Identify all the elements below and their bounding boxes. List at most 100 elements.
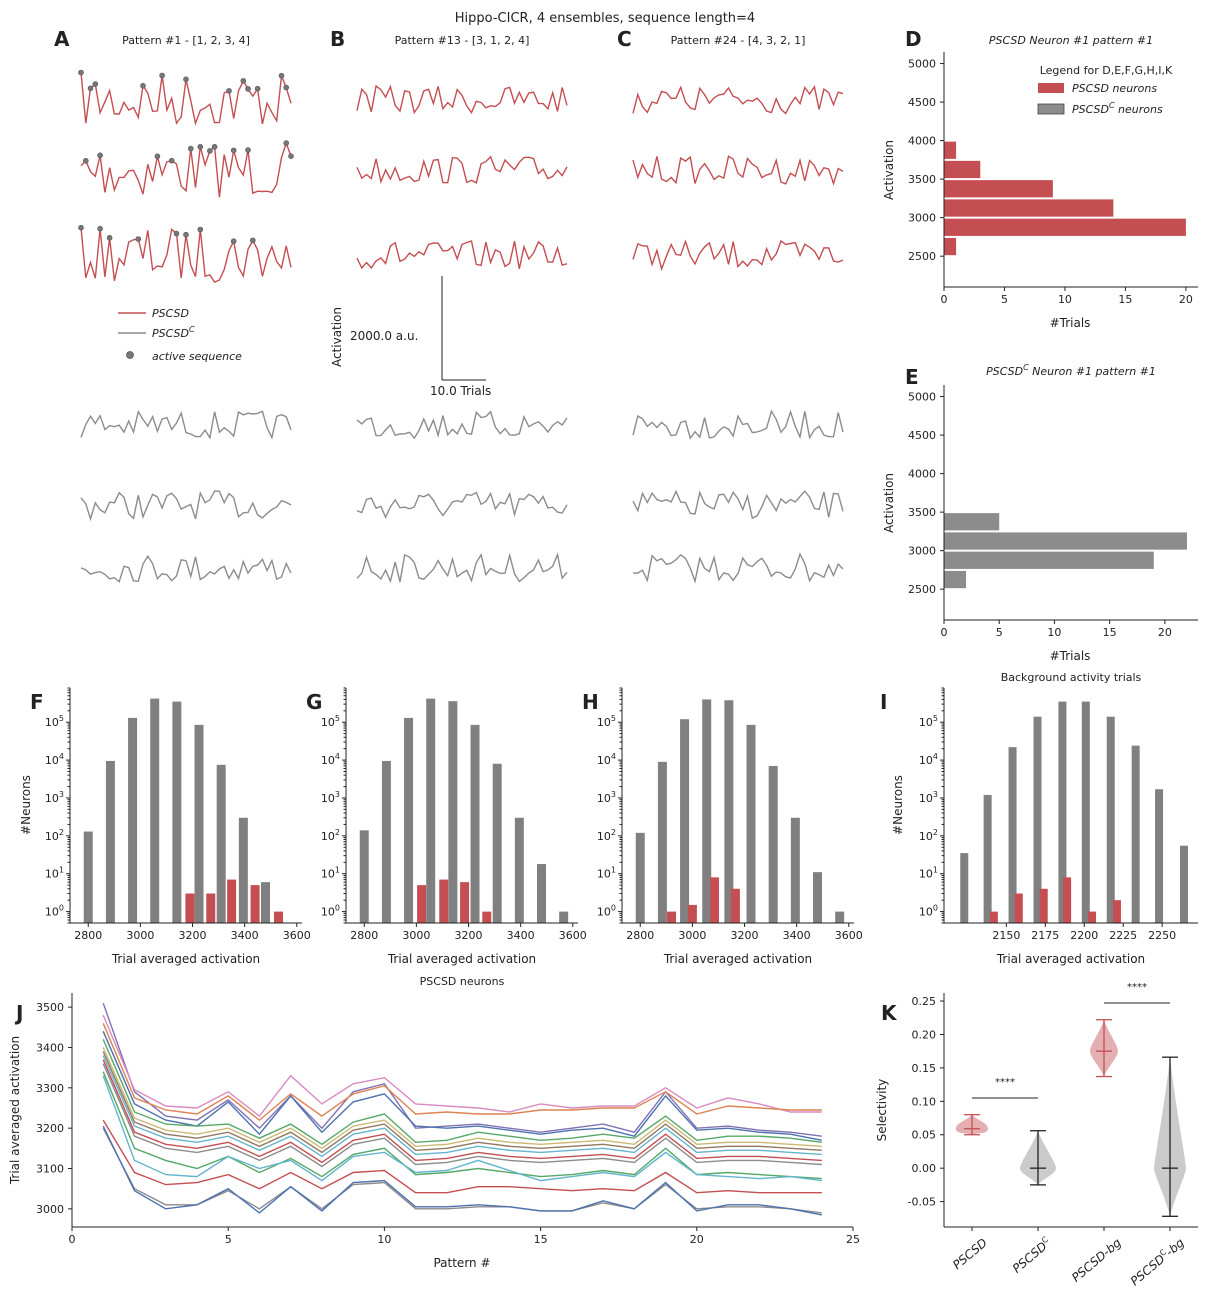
panel-letter-K: K: [881, 1001, 898, 1025]
y-tick-label: 105: [597, 714, 616, 729]
y-tick-base: 10: [597, 868, 611, 881]
panel-letter-J: J: [14, 1001, 23, 1025]
y-tick-base: 10: [45, 868, 59, 881]
gray-bar: [960, 853, 969, 923]
y-tick-label: 3200: [36, 1122, 64, 1135]
y-tick-base: 10: [45, 716, 59, 729]
x-tick-label: 2225: [1109, 929, 1137, 942]
pscsdc-trace-1-0: [356, 410, 568, 440]
y-tick-base: 10: [919, 868, 933, 881]
active-sequence-dot: [97, 152, 103, 159]
y-tick-exp: 2: [933, 828, 938, 837]
series-line-11: [102, 1075, 822, 1182]
y-tick-label: 3000: [36, 1203, 64, 1216]
y-tick-label: 102: [597, 828, 616, 843]
pscsdc-trace-2-1: [632, 489, 844, 520]
active-sequence-dot: [240, 78, 247, 84]
y-tick-base: 10: [597, 754, 611, 767]
gray-bar: [404, 717, 414, 923]
panel-letter-B: B: [330, 27, 345, 51]
red-bar: [1039, 888, 1048, 923]
activation-traces: [78, 69, 844, 584]
panel-letter-D: D: [905, 27, 922, 51]
gray-bar: [1033, 716, 1042, 923]
active-sequence-dot: [283, 140, 290, 146]
legend-label-active: active sequence: [152, 350, 242, 363]
y-tick-base: 10: [597, 792, 611, 805]
y-tick-label: 2500: [908, 583, 936, 596]
x-tick-label: 3400: [507, 929, 535, 942]
gray-bar: [1131, 745, 1140, 923]
panel-e: PSCSDC Neuron #1 pattern #1 0 5 10 15 20 2500…: [882, 363, 1198, 663]
active-sequence-dot: [283, 84, 290, 91]
red-bar: [417, 885, 427, 923]
active-sequence-dot: [230, 238, 237, 244]
y-tick-base: 10: [919, 792, 933, 805]
series-line-7: [102, 1055, 822, 1158]
panel-b-ylabel: Activation: [330, 307, 344, 367]
panel-i-title: Background activity trials: [1001, 671, 1142, 684]
active-sequence-dot: [197, 226, 204, 233]
panel-d-title: PSCSD Neuron #1 pattern #1: [989, 34, 1153, 47]
gray-bar: [359, 830, 369, 923]
red-bar: [687, 904, 697, 923]
y-tick-exp: 1: [933, 866, 938, 875]
y-tick-base: 10: [597, 716, 611, 729]
y-tick-label: 101: [45, 866, 64, 881]
x-tick-label: 3600: [283, 929, 311, 942]
active-sequence-dot: [159, 72, 165, 79]
panel-h-xlabel: Trial averaged activation: [663, 952, 812, 966]
legend-label-pscsdc: PSCSDC: [152, 325, 195, 340]
panel-k-ylabel: Selectivity: [875, 1079, 889, 1142]
active-sequence-dot: [154, 153, 161, 160]
gray-bar: [1155, 789, 1164, 923]
gray-bar: [768, 765, 778, 923]
panel-letter-A: A: [54, 27, 70, 51]
y-tick-label: 3000: [908, 212, 936, 225]
y-tick-label: 103: [45, 790, 64, 805]
panel-j-xlabel: Pattern #: [433, 1256, 490, 1270]
y-tick-label: 100: [45, 904, 64, 919]
x-tick-label: 3000: [678, 929, 706, 942]
k-cat-label-1: PSCSDC: [1009, 1235, 1054, 1276]
y-tick-base: 10: [321, 792, 335, 805]
gray-bar: [105, 760, 115, 923]
y-tick-label: 4500: [908, 429, 936, 442]
red-bar: [1088, 911, 1097, 923]
x-tick-label: 2250: [1148, 929, 1176, 942]
hist-bar: [944, 218, 1186, 236]
pscsdc-trace-0-1: [80, 490, 292, 522]
legend-label-pscsd: PSCSD: [152, 307, 189, 320]
x-tick-label: 2800: [626, 929, 654, 942]
y-tick-label: 0.05: [912, 1129, 937, 1142]
y-tick-base: 10: [919, 830, 933, 843]
red-bar: [227, 879, 237, 923]
active-sequence-dot: [78, 224, 84, 231]
panel-d-ylabel: Activation: [882, 140, 896, 200]
x-tick-label: 3000: [126, 929, 154, 942]
y-tick-label: 104: [597, 752, 616, 767]
gray-bar: [1081, 701, 1090, 923]
y-tick-label: 2500: [908, 250, 936, 263]
legend-dot-active: [126, 351, 134, 359]
panel-letter-C: C: [617, 27, 632, 51]
x-tick-label: 10: [1058, 293, 1072, 306]
hist-bar: [944, 551, 1154, 569]
series-line-12: [102, 1119, 822, 1194]
active-sequence-dot: [97, 225, 103, 232]
y-tick-base: 10: [321, 716, 335, 729]
x-tick-label: 20: [690, 1233, 704, 1246]
y-tick-exp: 0: [335, 904, 340, 913]
y-tick-base: 10: [321, 830, 335, 843]
y-tick-exp: 4: [59, 752, 64, 761]
gray-bar: [492, 763, 502, 923]
x-tick-label: 2200: [1070, 929, 1098, 942]
y-tick-exp: 1: [59, 866, 64, 875]
pscsd-trace-2-1: [632, 155, 844, 186]
active-sequence-dot: [226, 88, 232, 94]
y-tick-exp: 1: [611, 866, 616, 875]
y-tick-exp: 3: [335, 790, 340, 799]
panel-b-title: Pattern #13 - [3, 1, 2, 4]: [395, 34, 530, 47]
